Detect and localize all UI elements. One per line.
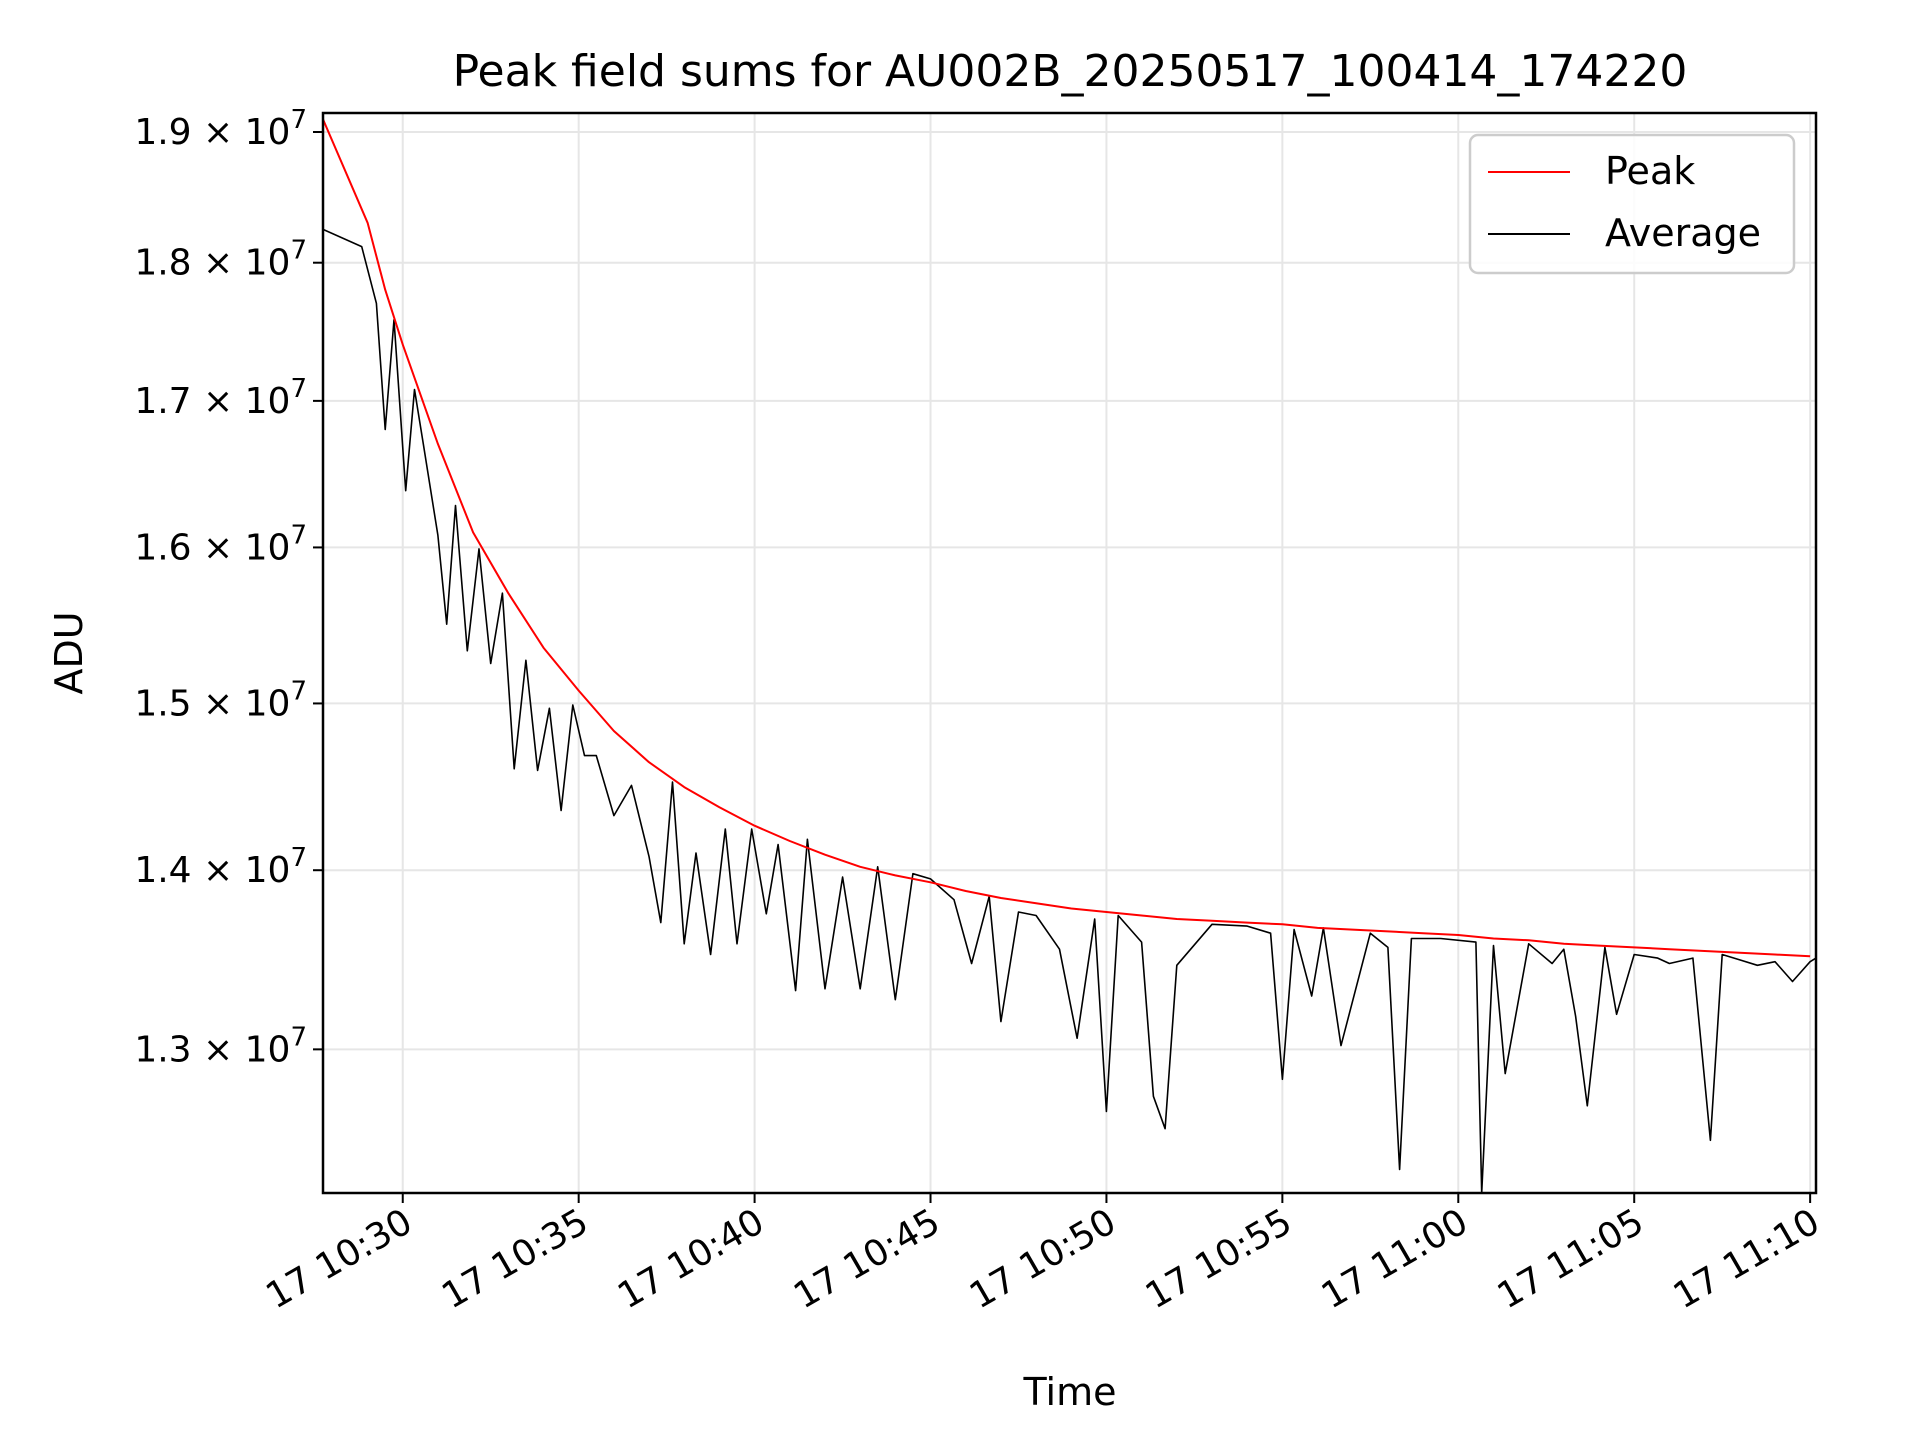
- y-tick-label: 1.8 × 107: [134, 236, 307, 284]
- series-line-peak: [323, 118, 1811, 958]
- y-tick-label: 1.4 × 107: [134, 843, 307, 891]
- series-layer: [323, 118, 1816, 1193]
- y-axis-label: ADU: [47, 611, 91, 694]
- y-tick-label: 1.7 × 107: [134, 374, 307, 422]
- y-tick-label: 1.9 × 107: [134, 105, 307, 153]
- y-tick-label: 1.6 × 107: [134, 520, 307, 568]
- chart-title: Peak field sums for AU002B_20250517_1004…: [453, 46, 1688, 97]
- series-line-average: [323, 228, 1816, 1193]
- x-axis-label: Time: [1023, 1370, 1117, 1414]
- y-tick-label: 1.3 × 107: [134, 1022, 307, 1070]
- y-axis-ticks: 1.3 × 107 1.4 × 107 1.5 × 107 1.6 × 107 1.7 …: [134, 105, 323, 1070]
- legend: Peak Average: [1468, 133, 1796, 275]
- y-tick-label: 1.5 × 107: [134, 676, 307, 724]
- legend-label-peak: Peak: [1605, 149, 1695, 193]
- legend-label-average: Average: [1605, 211, 1761, 255]
- grid: [323, 113, 1816, 1193]
- plot-frame: [321, 111, 1818, 1195]
- legend-box: [1468, 133, 1796, 275]
